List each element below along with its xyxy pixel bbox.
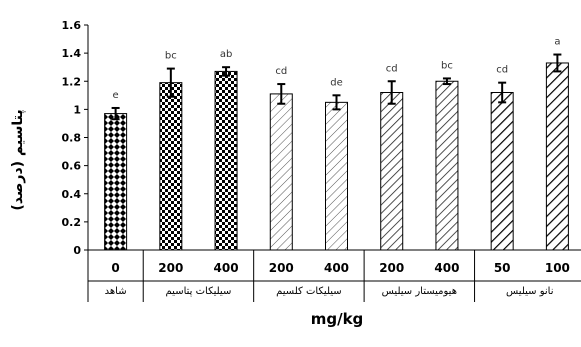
significance-letter: bc <box>441 60 453 71</box>
y-axis: 0 0.2 0.4 0.6 0.8 1 1.2 1.4 1.6 <box>62 19 89 257</box>
significance-letter: cd <box>275 66 287 77</box>
y-tick-label: 1.6 <box>62 19 82 32</box>
y-tick-label: 1.4 <box>62 47 82 60</box>
significance-letter: e <box>113 90 119 101</box>
x-category-label: 50 <box>494 261 511 275</box>
x-category-label: 200 <box>158 261 183 275</box>
x-category-label: 200 <box>269 261 294 275</box>
significance-letter: a <box>554 37 560 48</box>
x-category-label: 400 <box>324 261 349 275</box>
significance-letter: cd <box>386 63 398 74</box>
bar <box>325 101 348 251</box>
y-axis-label: پتاسیم (درصد) <box>10 109 26 210</box>
y-tick-label: 0.8 <box>62 132 82 145</box>
bar <box>104 113 128 251</box>
significance-letter: de <box>330 77 343 88</box>
bar <box>380 92 404 251</box>
y-tick-label: 0 <box>73 244 81 257</box>
x-category-label: 100 <box>545 261 570 275</box>
bar <box>435 80 459 251</box>
x-axis-label: mg/kg <box>311 310 364 328</box>
x-category-label: 400 <box>214 261 239 275</box>
bar <box>159 82 183 251</box>
x-axis: 0 200 400 200 400 200 400 50 100 شاهد سیلیکات پتاس… <box>87 249 581 302</box>
bar <box>269 93 293 251</box>
x-category-label: 400 <box>434 261 459 275</box>
bar <box>545 62 569 251</box>
bar <box>490 92 514 251</box>
y-tick-label: 1 <box>73 103 81 116</box>
significance-letter: ab <box>220 49 232 60</box>
x-group-label: شاهد <box>105 286 127 297</box>
y-tick-label: 0.4 <box>62 188 82 201</box>
y-tick-label: 0.2 <box>62 216 82 229</box>
x-group-label: نانو سیلیس <box>506 286 553 297</box>
x-group-label: سیلیکات کلسیم <box>276 286 342 297</box>
x-category-label: 200 <box>379 261 404 275</box>
bar <box>214 70 238 251</box>
significance-letter: bc <box>165 51 177 62</box>
y-tick-label: 0.6 <box>62 160 82 173</box>
y-tick-label: 1.2 <box>62 75 82 88</box>
x-category-label: 0 <box>111 261 119 275</box>
x-group-label: هیومیستار سیلیس <box>382 286 457 297</box>
bars: e bc ab cd de cd bc cd a <box>104 37 569 251</box>
significance-letter: cd <box>496 65 508 76</box>
x-group-label: سیلیکات پتاسیم <box>166 286 232 297</box>
